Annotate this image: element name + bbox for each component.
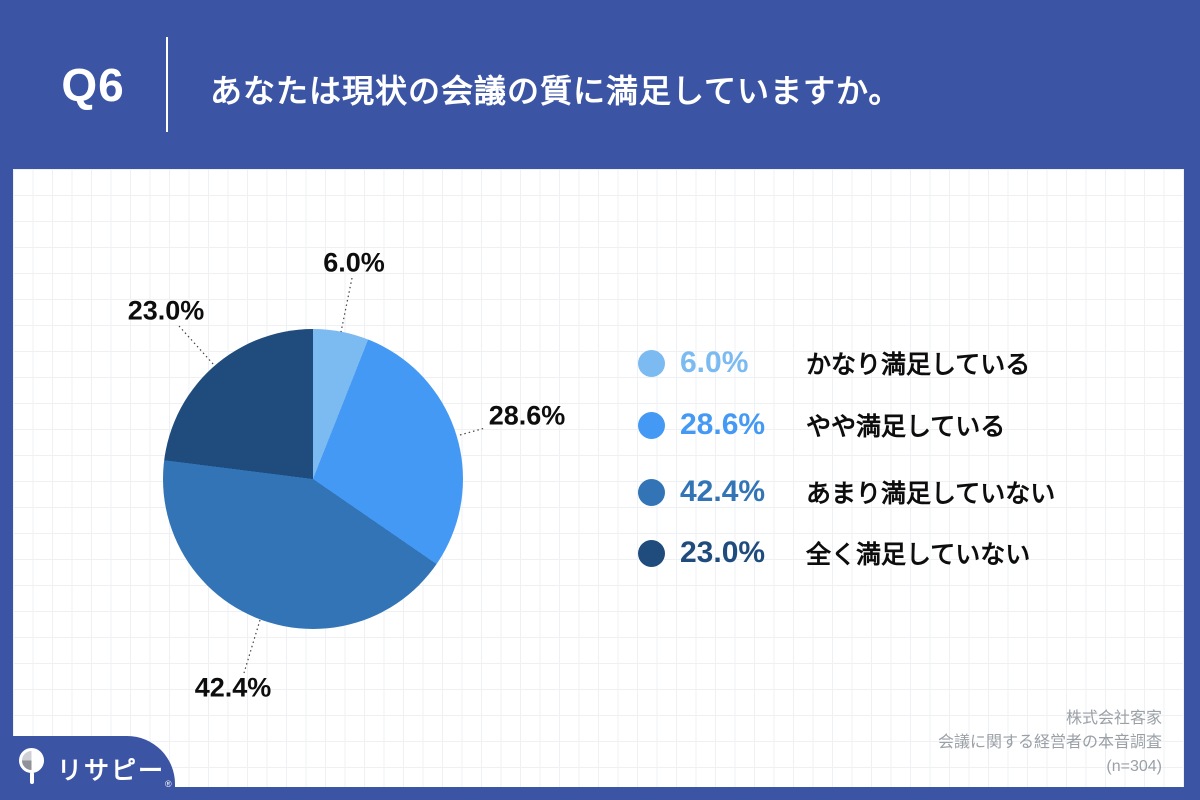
leader-line-slice4 [178, 325, 215, 366]
question-number: Q6 [61, 59, 125, 111]
pie-label-slice4: 23.0% [127, 295, 205, 326]
leader-line-slice1 [340, 277, 353, 333]
legend-dot-icon [638, 539, 665, 567]
legend-percent: 6.0% [680, 346, 749, 379]
question-title: あなたは現状の会議の質に満足していますか。 [210, 73, 902, 109]
chart-card: 6.0% 23.0% 28.6% 42.4% 6.0% かなり満足している 28… [13, 169, 1184, 787]
pie-label-slice2: 28.6% [488, 400, 566, 431]
source-company: 株式会社客家 [1065, 710, 1162, 727]
legend-percent: 28.6% [680, 408, 766, 441]
source-note: 株式会社客家 会議に関する経営者の本音調査 (n=304) [938, 707, 1162, 779]
legend-item-2: 28.6% やや満足している [638, 402, 1005, 448]
question-header: Q6 あなたは現状の会議の質に満足していますか。 [0, 0, 1200, 169]
legend-item-1: 6.0% かなり満足している [638, 340, 1030, 386]
legend-dot-icon [638, 349, 665, 377]
leader-line-slice3 [243, 619, 261, 674]
header-divider [166, 37, 168, 132]
pie-chart [163, 329, 463, 629]
legend-label: かなり満足している [806, 351, 1031, 379]
legend-dot-icon [638, 411, 665, 439]
source-sample-size: (n=304) [1106, 758, 1162, 775]
brand-logo-text: リサピー® [57, 757, 172, 789]
magnifier-pie-icon [19, 748, 49, 790]
pie-label-slice1: 6.0% [323, 247, 385, 278]
legend-dot-icon [638, 478, 665, 506]
legend-item-3: 42.4% あまり満足していない [638, 469, 1055, 515]
legend-percent: 42.4% [680, 475, 766, 508]
legend-item-4: 23.0% 全く満足していない [638, 530, 1030, 576]
registered-mark: ® [165, 779, 172, 789]
leader-line-slice2 [459, 427, 486, 436]
brand-logo-tab: リサピー® [0, 736, 175, 800]
legend-label: 全く満足していない [806, 541, 1031, 569]
source-survey: 会議に関する経営者の本音調査 [937, 734, 1162, 751]
legend-label: やや満足している [806, 413, 1006, 441]
pie-label-slice3: 42.4% [194, 672, 272, 703]
legend-percent: 23.0% [680, 536, 766, 569]
legend-label: あまり満足していない [806, 480, 1056, 508]
